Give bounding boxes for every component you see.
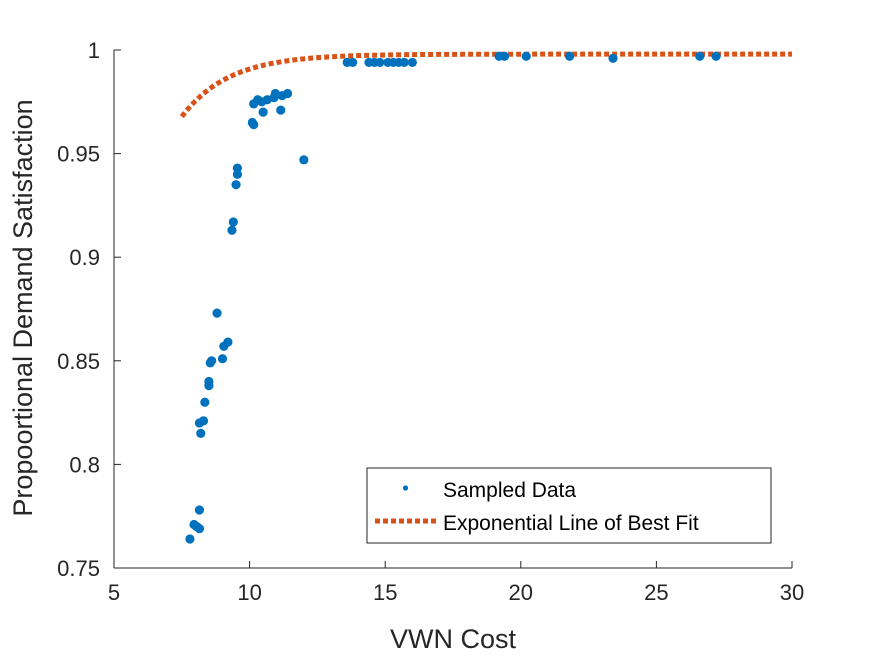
y-axis-label: Propoortional Demand Satisfaction [8, 99, 38, 516]
data-point [608, 53, 618, 63]
legend-scatter-marker [402, 485, 409, 491]
data-point [499, 51, 510, 61]
data-point [249, 119, 259, 130]
data-points-layer [185, 51, 721, 544]
x-tick-label: 30 [780, 580, 804, 605]
legend-label-sampled-data: Sampled Data [443, 479, 576, 502]
data-point [207, 356, 217, 366]
data-point [299, 155, 309, 165]
data-point [399, 57, 409, 68]
data-point [231, 180, 241, 190]
y-tick-label: 0.75 [57, 556, 100, 581]
y-tick-label: 0.9 [69, 245, 100, 270]
legend-label-best-fit: Exponential Line of Best Fit [443, 512, 699, 535]
data-point [198, 416, 209, 426]
x-tick-labels: 5 10 15 20 25 30 [108, 580, 804, 605]
data-point [695, 51, 705, 61]
data-point [200, 397, 210, 407]
data-point [375, 57, 385, 68]
y-tick-label: 0.95 [57, 142, 100, 167]
data-point [194, 505, 205, 515]
legend-box [366, 467, 772, 544]
x-tick-label: 10 [237, 580, 261, 605]
data-point [565, 51, 575, 61]
fit-line-layer [179, 51, 792, 119]
y-tick-labels: 0.75 0.8 0.85 0.9 0.95 1 [57, 38, 100, 581]
x-tick-label: 5 [108, 580, 120, 605]
data-point [232, 163, 242, 173]
data-point [521, 51, 531, 61]
data-point [711, 51, 721, 61]
x-tick-label: 25 [644, 580, 668, 605]
data-point [185, 534, 195, 544]
x-tick-label: 15 [373, 580, 397, 605]
y-tick-label: 0.85 [57, 349, 100, 374]
y-tick-label: 1 [88, 38, 100, 63]
x-tick-label: 20 [509, 580, 533, 605]
y-tick-label: 0.8 [69, 452, 100, 477]
x-axis-label: VWN Cost [390, 624, 517, 654]
data-point [258, 107, 268, 117]
data-point [212, 308, 222, 318]
data-point [282, 88, 293, 99]
fit-line [179, 51, 792, 119]
data-point [223, 337, 233, 347]
data-point [348, 57, 358, 68]
data-point [228, 217, 238, 227]
data-point [204, 376, 214, 387]
data-point [194, 524, 205, 534]
legend: Sampled Data Exponential Line of Best Fi… [366, 467, 772, 544]
data-point [227, 225, 237, 235]
data-point [276, 105, 286, 115]
data-point [407, 57, 417, 68]
data-point [196, 428, 206, 438]
data-point [217, 354, 228, 364]
axes [113, 49, 793, 569]
